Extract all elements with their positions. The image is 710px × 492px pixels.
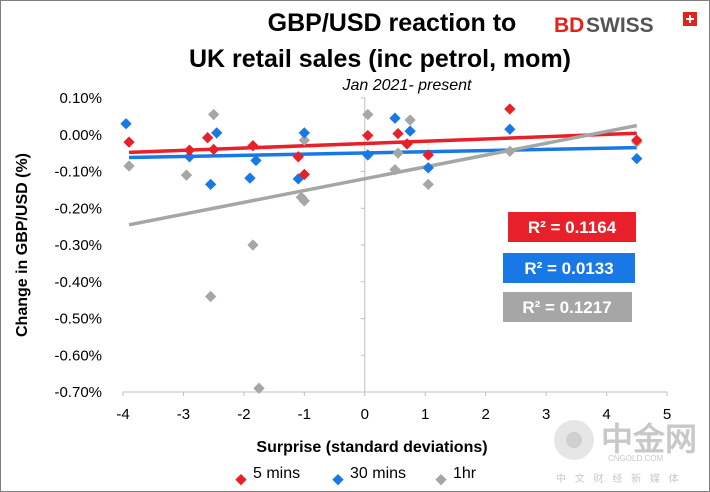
watermark-site: CNGOLD.COM	[608, 454, 663, 463]
r2-label-5-mins: R² = 0.1164	[528, 218, 617, 237]
point-5-mins	[401, 138, 413, 150]
y-tick-label: -0.30%	[54, 237, 102, 254]
point-5-mins	[631, 134, 643, 146]
y-tick-label: 0.00%	[59, 127, 102, 144]
trendline-30-mins	[129, 145, 637, 160]
point-5-mins	[183, 144, 196, 156]
logo-brand-right: SWISS	[586, 14, 654, 37]
legend-marker-1hr	[435, 474, 447, 486]
point-5-mins	[504, 103, 516, 115]
x-tick-label: 4	[602, 406, 610, 423]
r2-box-bg-30-mins	[503, 253, 635, 283]
point-30-mins	[504, 123, 516, 135]
x-tick-label: 1	[421, 406, 429, 423]
point-30-mins	[120, 118, 132, 130]
point-1hr	[123, 160, 135, 172]
point-1hr	[404, 114, 416, 126]
point-1hr	[180, 169, 193, 181]
point-5-mins	[123, 136, 135, 148]
chart-subtitle: Jan 2021- present	[342, 77, 473, 94]
point-1hr	[362, 108, 374, 121]
point-5-mins	[362, 129, 374, 142]
y-tick-label: -0.20%	[54, 200, 102, 217]
point-1hr	[247, 239, 259, 251]
point-1hr	[204, 290, 217, 303]
y-tick-label: -0.60%	[54, 347, 102, 364]
r2-box-30-mins: R² = 0.0133	[503, 253, 635, 283]
y-tick-label: 0.10%	[59, 90, 102, 107]
x-tick-label: 3	[542, 406, 550, 423]
point-30-mins	[244, 172, 256, 184]
point-30-mins	[204, 178, 217, 191]
watermark-logo-inner-icon	[566, 432, 582, 448]
point-1hr	[208, 108, 220, 121]
r2-box-1hr: R² = 0.1217	[503, 292, 632, 322]
r2-label-1hr: R² = 0.1217	[522, 298, 611, 317]
legend-marker-5-mins	[235, 474, 247, 486]
watermark-cn-text: 中金网	[601, 421, 697, 457]
legend-marker-30-mins	[332, 474, 344, 486]
point-5-mins	[247, 140, 259, 152]
chart-title-line-1: GBP/USD reaction to	[268, 9, 517, 37]
x-tick-label: -3	[177, 406, 190, 423]
x-tick-label: -4	[116, 406, 129, 423]
watermark-sub: 中 文 财 经 新 媒 体	[556, 472, 682, 485]
legend-label-1hr: 1hr	[453, 465, 477, 482]
point-30-mins	[211, 127, 223, 139]
r2-box-bg-5-mins	[508, 212, 636, 242]
legend-label-5-mins: 5 mins	[253, 465, 300, 482]
x-tick-label: -2	[237, 406, 250, 423]
y-tick-label: -0.50%	[54, 311, 102, 328]
point-5-mins	[201, 132, 214, 144]
point-30-mins	[631, 152, 643, 165]
trendline-1hr	[128, 123, 638, 227]
r2-box-bg-1hr	[503, 292, 632, 322]
legend-item-5-mins: 5 mins	[235, 465, 300, 486]
axes	[122, 97, 668, 396]
point-1hr	[504, 145, 516, 157]
x-tick-labels: -4 -3 -2 -1 0 1 2 3 4 5	[116, 406, 671, 423]
point-30-mins	[298, 127, 310, 139]
logo-brand-left: BD	[554, 14, 584, 37]
y-tick-label: -0.70%	[54, 384, 102, 401]
point-30-mins	[389, 112, 401, 124]
data-points	[120, 103, 643, 394]
x-tick-label: 5	[663, 406, 671, 423]
y-tick-label: -0.40%	[54, 274, 102, 291]
point-30-mins	[362, 149, 374, 161]
legend-item-1hr: 1hr	[435, 465, 477, 486]
point-1hr	[392, 147, 404, 159]
r2-label-30-mins: R² = 0.0133	[524, 259, 613, 278]
point-5-mins	[392, 127, 404, 140]
y-tick-label: -0.10%	[54, 164, 102, 181]
x-axis-label: Surprise (standard deviations)	[256, 439, 487, 456]
r2-box-5-mins: R² = 0.1164	[508, 212, 636, 242]
cngold-watermark: 中金网 CNGOLD.COM 中 文 财 经 新 媒 体	[554, 420, 697, 485]
bdswiss-logo: BD SWISS	[554, 12, 697, 37]
point-5-mins	[208, 143, 220, 156]
chart-title-line-2: UK retail sales (inc petrol, mom)	[189, 45, 571, 73]
point-30-mins	[404, 125, 416, 137]
legend-item-30-mins: 30 mins	[332, 465, 406, 486]
y-tick-labels: 0.10% 0.00% -0.10% -0.20% -0.30% -0.40% -0.50%…	[54, 90, 102, 401]
x-tick-label: 2	[481, 406, 489, 423]
logo-cross-icon	[686, 15, 694, 23]
legend-label-30-mins: 30 mins	[350, 465, 406, 482]
x-tick-label: 0	[361, 406, 369, 423]
point-1hr	[422, 178, 434, 191]
x-tick-label: -1	[298, 406, 311, 423]
legend: 5 mins 30 mins 1hr	[235, 465, 477, 486]
y-axis-label: Change in GBP/USD (%)	[14, 153, 31, 337]
